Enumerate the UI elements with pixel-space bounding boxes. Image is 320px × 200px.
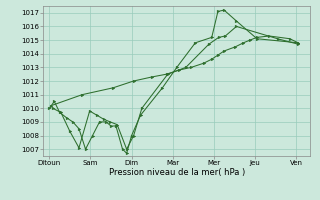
X-axis label: Pression niveau de la mer( hPa ): Pression niveau de la mer( hPa ) bbox=[109, 168, 245, 177]
